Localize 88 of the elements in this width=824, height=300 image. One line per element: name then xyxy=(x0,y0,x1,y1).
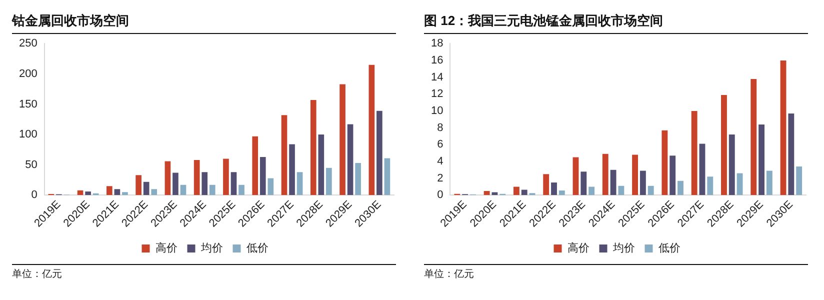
y-tick-label: 50 xyxy=(25,158,38,171)
bar xyxy=(355,163,361,196)
bar xyxy=(796,166,802,196)
bar xyxy=(136,175,142,196)
bar xyxy=(492,192,498,196)
bar xyxy=(484,190,490,196)
y-tick-label: 250 xyxy=(18,38,38,50)
bar xyxy=(106,186,112,196)
bar xyxy=(310,100,316,196)
bar xyxy=(172,172,178,196)
bar xyxy=(758,124,764,196)
bar xyxy=(678,180,684,196)
bar xyxy=(281,115,288,196)
y-tick-label: 16 xyxy=(430,54,444,66)
bar xyxy=(85,192,91,196)
bar xyxy=(572,157,579,196)
bar xyxy=(151,189,158,196)
bar xyxy=(194,160,200,196)
bar xyxy=(632,154,638,196)
y-tick-label: 18 xyxy=(430,38,444,50)
y-tick-label: 0 xyxy=(437,189,444,202)
bar xyxy=(691,110,698,196)
y-tick-label: 0 xyxy=(31,189,38,202)
bar xyxy=(209,184,216,196)
y-tick-label: 200 xyxy=(18,68,38,80)
bar xyxy=(114,189,120,196)
bar xyxy=(750,78,757,196)
bar xyxy=(180,184,186,196)
bar xyxy=(640,170,646,196)
legend-label: 均价 xyxy=(200,242,223,255)
bar xyxy=(289,144,295,196)
y-tick-label: 14 xyxy=(430,71,444,84)
bar xyxy=(788,113,794,196)
bar xyxy=(340,84,346,196)
y-tick-label: 12 xyxy=(430,88,444,100)
y-tick-label: 2 xyxy=(437,172,444,184)
legend-label: 均价 xyxy=(612,242,635,255)
bar xyxy=(164,161,171,196)
bar xyxy=(558,190,565,196)
bar xyxy=(618,186,624,196)
bar xyxy=(721,94,727,196)
bar xyxy=(122,192,128,196)
bar xyxy=(326,168,332,196)
y-tick-label: 4 xyxy=(437,156,444,168)
bar xyxy=(318,134,324,196)
bar xyxy=(513,186,520,196)
text: 单位：亿元 xyxy=(11,268,63,281)
bar xyxy=(238,184,244,196)
bar xyxy=(252,136,258,196)
bar xyxy=(143,182,150,196)
bar xyxy=(588,186,595,196)
y-tick-label: 8 xyxy=(437,122,444,134)
y-tick-label: 100 xyxy=(18,128,38,141)
bar xyxy=(610,170,616,196)
bar xyxy=(707,176,714,196)
bar xyxy=(551,182,557,196)
bar xyxy=(223,158,229,196)
y-tick-label: 10 xyxy=(430,105,444,117)
bar xyxy=(580,172,587,196)
bar xyxy=(260,156,266,196)
bar xyxy=(670,156,676,196)
bar xyxy=(202,172,208,196)
bar xyxy=(736,173,743,196)
legend-label: 高价 xyxy=(567,242,590,255)
y-tick-label: 6 xyxy=(437,138,444,151)
bar xyxy=(384,158,390,196)
bar xyxy=(376,110,382,196)
chart-title: 图 12：我国三元电池锰金属回收市场空间 xyxy=(424,12,664,30)
chart-title: 钴金属回收市场空间 xyxy=(12,12,129,30)
bar xyxy=(268,178,274,196)
bar xyxy=(602,154,608,196)
bar xyxy=(347,124,354,196)
bar xyxy=(766,170,772,196)
legend-label: 低价 xyxy=(246,242,268,255)
legend-label: 高价 xyxy=(155,242,178,255)
bar xyxy=(543,174,550,196)
legend-label: 低价 xyxy=(658,242,680,255)
bar xyxy=(648,186,654,196)
bar xyxy=(699,144,706,196)
y-tick-label: 150 xyxy=(18,98,38,110)
bar xyxy=(662,130,668,196)
bar xyxy=(296,172,303,196)
bar xyxy=(780,60,786,196)
bar xyxy=(521,190,528,196)
bar xyxy=(230,172,237,196)
text: 单位：亿元 xyxy=(423,268,475,281)
bar xyxy=(728,134,735,196)
bar xyxy=(368,64,375,196)
